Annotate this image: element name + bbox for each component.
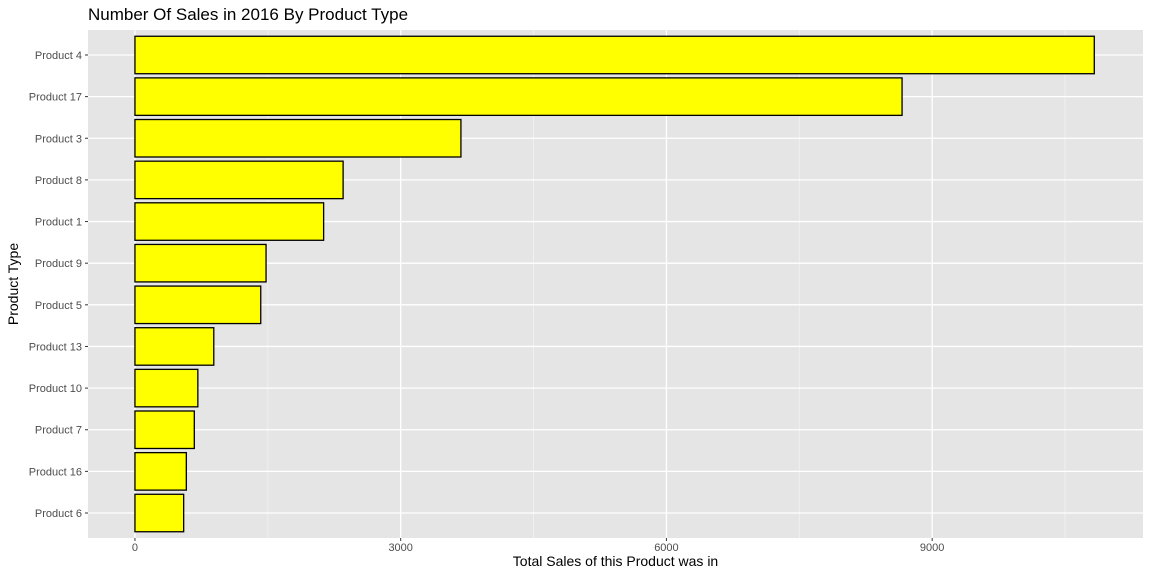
x-axis-title: Total Sales of this Product was in [513,553,718,569]
y-tick-label: Product 13 [29,341,82,353]
y-axis: Product 4 Product 17 Product 3 Product 8 Pro… [29,50,88,520]
y-tick-label: Product 5 [35,300,82,312]
bar [134,35,1095,75]
chart-title: Number Of Sales in 2016 By Product Type [88,5,408,24]
bar [134,118,462,158]
bars [134,35,1095,533]
y-axis-title: Product Type [5,243,21,325]
y-tick-label: Product 10 [29,383,82,395]
bar [134,410,195,450]
bar [134,202,325,241]
bar [134,451,187,491]
y-tick-label: Product 1 [35,217,82,229]
y-tick-label: Product 4 [35,50,82,62]
x-tick-label: 6000 [654,542,678,554]
bar [134,77,903,117]
x-tick-label: 9000 [920,542,944,554]
bar [134,368,199,408]
bar [134,493,185,533]
y-tick-label: Product 17 [29,92,82,104]
y-tick-label: Product 8 [35,175,82,187]
bar [134,285,262,325]
bar [134,243,267,283]
bar [134,160,344,200]
y-tick-label: Product 16 [29,466,82,478]
y-tick-label: Product 3 [35,133,82,145]
y-tick-label: Product 6 [35,508,82,520]
x-axis: 0 3000 6000 9000 [132,538,944,554]
bar [134,327,215,366]
x-tick-label: 0 [132,542,138,554]
x-tick-label: 3000 [388,542,412,554]
y-tick-label: Product 9 [35,258,82,270]
y-tick-label: Product 7 [35,425,82,437]
